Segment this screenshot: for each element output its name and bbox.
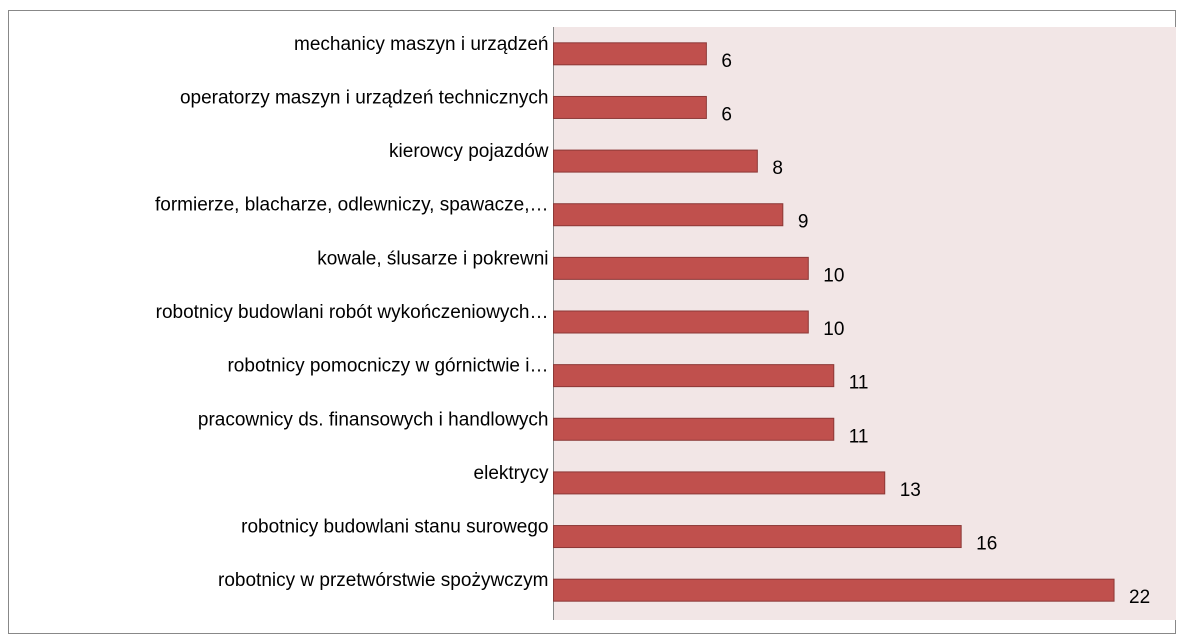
category-label: kowale, ślusarze i pokrewni bbox=[317, 248, 548, 269]
category-label: robotnicy budowlani robót wykończeniowyc… bbox=[156, 302, 549, 323]
bar bbox=[553, 95, 707, 119]
data-label: 8 bbox=[772, 158, 783, 179]
category-label: robotnicy pomocniczy w górnictwie i… bbox=[227, 356, 548, 377]
bar bbox=[553, 525, 962, 549]
data-label: 22 bbox=[1129, 587, 1150, 608]
bar bbox=[553, 417, 835, 441]
category-label: mechanicy maszyn i urządzeń bbox=[294, 34, 549, 55]
bar bbox=[553, 42, 707, 66]
category-label: kierowcy pojazdów bbox=[389, 141, 549, 162]
data-label: 6 bbox=[721, 51, 732, 72]
data-label: 10 bbox=[823, 265, 844, 286]
data-label: 11 bbox=[849, 373, 869, 394]
category-label: elektrycy bbox=[474, 463, 549, 484]
bar bbox=[553, 578, 1115, 602]
data-label: 10 bbox=[823, 319, 844, 340]
bar bbox=[553, 471, 886, 495]
category-label: pracownicy ds. finansowych i handlowych bbox=[198, 409, 549, 430]
category-label: operatorzy maszyn i urządzeń technicznyc… bbox=[180, 87, 549, 108]
data-label: 9 bbox=[798, 212, 809, 233]
data-label: 13 bbox=[900, 480, 921, 501]
category-label: robotnicy w przetwórstwie spożywczym bbox=[218, 570, 548, 591]
bar bbox=[553, 364, 835, 388]
bar bbox=[553, 256, 809, 280]
category-label: robotnicy budowlani stanu surowego bbox=[241, 517, 548, 538]
bar bbox=[553, 310, 809, 334]
data-label: 16 bbox=[976, 534, 997, 555]
bar bbox=[553, 149, 758, 173]
category-label: formierze, blacharze, odlewniczy, spawac… bbox=[155, 195, 549, 216]
bar bbox=[553, 203, 784, 227]
data-label: 11 bbox=[849, 426, 869, 447]
data-label: 6 bbox=[721, 104, 732, 125]
